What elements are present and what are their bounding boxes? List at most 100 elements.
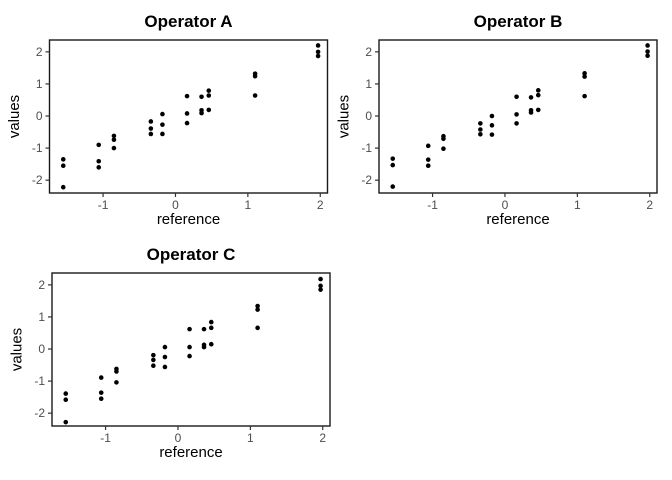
x-tick-label: 2 — [646, 198, 653, 212]
y-tick-label: 0 — [36, 109, 43, 123]
data-point — [206, 107, 212, 113]
y-tick-label: -2 — [361, 173, 372, 187]
data-point — [184, 120, 190, 126]
panel-border — [48, 39, 329, 194]
data-point — [160, 122, 165, 127]
data-point — [160, 111, 165, 117]
data-point — [148, 126, 154, 131]
data-point — [63, 391, 69, 396]
data-point — [390, 184, 396, 189]
x-tick-label: 2 — [317, 198, 324, 212]
empty-cell — [336, 240, 672, 480]
x-axis-title: reference — [486, 211, 549, 228]
y-tick-label: -1 — [34, 374, 45, 388]
data-point — [441, 136, 446, 142]
data-point — [252, 93, 258, 98]
data-point — [514, 121, 519, 126]
data-point — [318, 276, 323, 282]
data-point — [187, 353, 192, 359]
x-tick-label: 2 — [319, 431, 326, 445]
y-tick-label: 0 — [38, 342, 45, 356]
scatter-plot-operator-c: -1 0 1 2 -2 -1 0 1 2 Operator C reference values — [8, 245, 331, 461]
data-point — [96, 165, 102, 170]
data-point — [98, 396, 104, 402]
data-point — [60, 157, 66, 162]
data-point — [160, 131, 165, 137]
data-point — [535, 107, 541, 113]
data-point — [315, 43, 321, 48]
data-point — [315, 53, 321, 59]
data-point — [252, 73, 258, 79]
data-point — [96, 142, 102, 148]
scatter-plot-operator-a: -1 0 1 2 -2 -1 0 1 2 Operator A reference values — [6, 12, 329, 228]
data-point — [162, 354, 168, 360]
data-point — [114, 369, 119, 374]
data-point — [201, 344, 207, 350]
data-point — [478, 121, 483, 126]
data-point — [489, 132, 495, 137]
data-point — [63, 419, 69, 425]
data-point — [162, 344, 168, 350]
x-tick-label: 1 — [245, 198, 252, 212]
data-point — [201, 326, 207, 332]
x-tick-label: 1 — [574, 198, 581, 212]
data-point — [255, 325, 260, 331]
data-point — [535, 92, 541, 98]
data-point — [151, 357, 156, 363]
data-point — [187, 326, 192, 332]
data-point — [208, 341, 214, 347]
data-point — [318, 283, 323, 289]
y-tick-label: -2 — [34, 406, 45, 420]
y-tick-label: 0 — [365, 109, 372, 123]
data-point — [535, 88, 541, 93]
data-point — [255, 303, 260, 309]
y-tick-label: 2 — [36, 45, 43, 59]
data-point — [645, 43, 650, 48]
data-point — [199, 94, 204, 100]
data-point — [206, 93, 212, 98]
data-point — [390, 156, 396, 161]
data-point — [184, 111, 190, 116]
x-tick-label: 1 — [247, 431, 254, 445]
data-point — [255, 307, 260, 312]
data-point — [60, 163, 66, 169]
data-point — [111, 145, 117, 151]
data-point — [206, 88, 212, 93]
x-tick-label: -1 — [100, 431, 111, 445]
data-point — [478, 132, 483, 137]
y-tick-label: -2 — [32, 173, 43, 187]
y-tick-label: -1 — [32, 141, 43, 155]
data-point — [208, 325, 214, 331]
data-point — [114, 380, 119, 385]
data-point — [98, 375, 104, 380]
y-tick-label: 1 — [38, 310, 45, 324]
chart-title: Operator B — [474, 12, 563, 31]
y-axis-title: values — [336, 95, 352, 138]
data-point — [96, 158, 102, 164]
data-point — [162, 364, 168, 370]
x-axis-title: reference — [157, 211, 220, 228]
data-point — [151, 363, 156, 368]
data-point — [187, 344, 192, 350]
y-tick-label: 1 — [36, 77, 43, 91]
data-point — [645, 53, 650, 59]
data-point — [63, 397, 69, 402]
y-tick-label: 2 — [365, 45, 372, 59]
chart-title: Operator A — [144, 12, 232, 31]
data-point — [111, 133, 117, 139]
data-point — [184, 93, 190, 99]
data-point — [478, 127, 483, 132]
plot-render-layer: -1 0 1 2 -2 -1 0 1 2 — [34, 272, 331, 445]
plot-render-layer: -1 0 1 2 -2 -1 0 1 2 — [32, 39, 329, 212]
plot-render-layer: -1 0 1 2 -2 -1 0 1 2 — [361, 39, 658, 212]
data-point — [151, 352, 156, 358]
data-point — [148, 131, 154, 137]
data-point — [528, 110, 534, 115]
x-tick-label: -1 — [427, 198, 438, 212]
data-point — [390, 162, 396, 168]
data-point — [514, 94, 519, 100]
data-point — [645, 49, 650, 54]
data-point — [582, 71, 587, 76]
data-point — [111, 137, 117, 143]
